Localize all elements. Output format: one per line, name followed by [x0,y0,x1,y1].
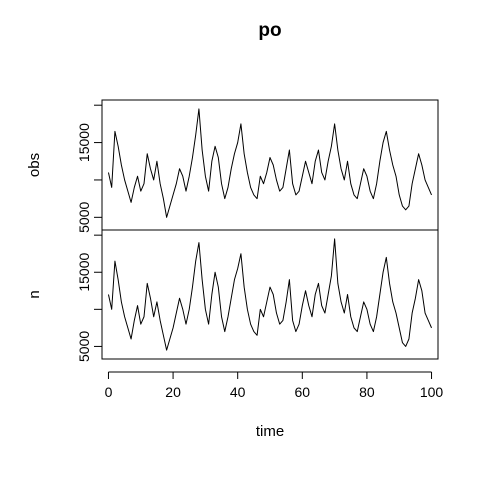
panel-frame [101,99,439,231]
x-axis-label: time [256,423,284,440]
series-line-n [107,238,432,351]
x-tick-label: 0 [105,384,113,400]
panel-obs: 5000 15000 obs [26,99,439,233]
y-tick-label: 15000 [76,253,92,292]
series-line-obs [107,108,432,218]
x-tick-label: 60 [295,384,311,400]
x-tick-label: 100 [420,384,444,400]
y-tick-label: 15000 [76,123,92,162]
panel-frame [101,229,439,360]
y-axis-label: n [26,290,43,298]
y-axis-label: obs [26,153,43,177]
panel-n: 5000 15000 n [26,229,439,362]
panels: 5000 15000 obs 5000 15000 n 0 20 40 60 80 100 [26,99,444,400]
y-tick-label: 5000 [76,202,92,233]
x-tick-label: 40 [230,384,246,400]
x-tick-label: 80 [359,384,375,400]
y-tick-label: 5000 [76,331,92,362]
x-tick-label: 20 [165,384,181,400]
chart-title: po [258,20,281,41]
